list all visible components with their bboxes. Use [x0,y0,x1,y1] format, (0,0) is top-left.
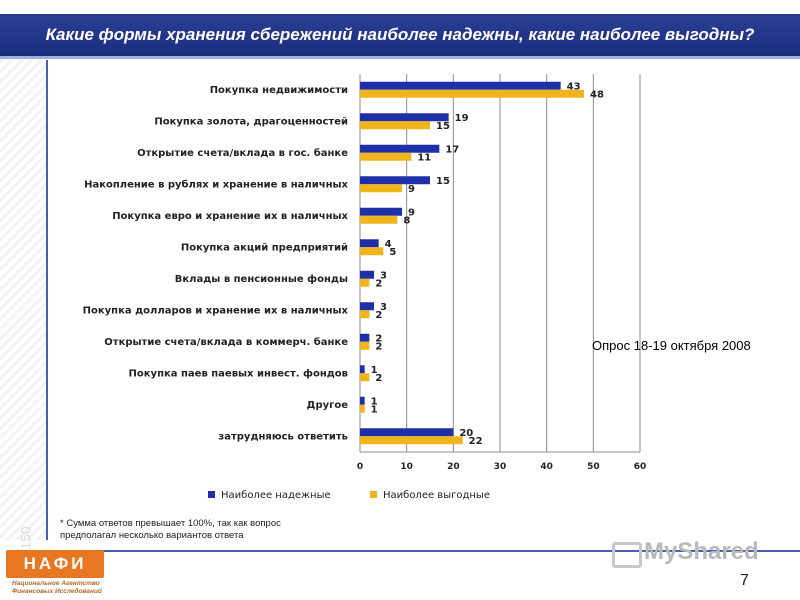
bar-s1-10 [360,396,365,405]
legend-swatch-2 [370,491,377,498]
x-tick-label-3: 30 [494,462,507,472]
data-label-s2-6: 2 [375,278,382,289]
decorative-left-strip: 150 [0,60,48,550]
data-label-s1-2: 17 [445,144,459,155]
data-label-s2-4: 8 [403,215,410,226]
data-label-s2-3: 9 [408,184,415,195]
data-label-s2-0: 48 [590,89,604,100]
x-tick-label-0: 0 [357,462,363,472]
bar-s1-3 [360,176,430,185]
data-label-s1-8: 2 [375,333,382,344]
data-label-s1-3: 15 [436,176,450,187]
bar-s2-2 [360,152,412,161]
category-label-1: Покупка золота, драгоценностей [154,116,348,127]
page-number: 7 [740,572,749,589]
data-label-s1-10: 1 [371,396,378,407]
bar-s2-3 [360,184,402,193]
category-label-4: Покупка евро и хранение их в наличных [112,211,348,222]
bar-s2-6 [360,278,370,287]
logo-mark: НАФИ [6,550,104,578]
bar-s2-4 [360,215,398,224]
footnote-line-2: предполагал несколько вариантов ответа [60,530,244,541]
bar-s2-8 [360,341,370,350]
category-label-9: Покупка паев паевых инвест. фондов [129,367,348,379]
footnote-line-1: * Сумма ответов превышает 100%, так как … [60,518,281,529]
bar-s1-1 [360,113,449,122]
data-label-s2-2: 11 [417,152,431,163]
data-label-s2-5: 5 [389,247,396,258]
legend-swatch-1 [208,491,215,498]
survey-date-note: Опрос 18-19 октября 2008 [592,338,751,353]
x-tick-label-1: 10 [400,462,413,472]
nafi-logo: НАФИ Национальное Агентство Финансовых И… [6,550,106,598]
category-label-2: Открытие счета/вклада в гос. банке [137,147,348,159]
data-label-s1-1: 19 [455,113,469,124]
bar-s1-0 [360,81,561,90]
bottom-divider [46,550,800,552]
category-label-5: Покупка акций предприятий [181,242,348,253]
watermark-text: MyShared [644,538,759,565]
bar-s2-7 [360,310,370,319]
bar-s2-10 [360,404,365,413]
bar-s2-9 [360,373,370,382]
bar-s1-6 [360,270,374,279]
bar-s1-7 [360,302,374,311]
watermark-icon [612,542,642,568]
bar-s2-5 [360,247,384,256]
x-tick-label-4: 40 [540,462,553,472]
category-label-10: Другое [307,400,349,411]
bar-s2-0 [360,89,584,98]
bar-s1-8 [360,333,370,342]
data-label-s1-4: 9 [408,207,415,218]
data-label-s1-11: 20 [459,428,473,439]
category-label-6: Вклады в пенсионные фонды [175,273,348,285]
data-label-s2-10: 1 [371,404,378,415]
bar-s2-11 [360,436,463,445]
bar-s1-4 [360,207,402,216]
x-tick-label-5: 50 [587,462,600,472]
bar-s1-5 [360,239,379,248]
logo-caption-line-1: Национальное Агентство [12,580,100,587]
bar-s1-11 [360,428,454,437]
data-label-s1-5: 4 [385,239,392,250]
x-tick-label-6: 60 [634,462,647,472]
legend-label-2: Наиболее выгодные [383,490,490,501]
data-label-s2-11: 22 [469,436,483,447]
bar-s1-9 [360,365,365,374]
bar-s2-1 [360,121,430,130]
data-label-s1-6: 3 [380,270,387,281]
logo-caption: Национальное Агентство Финансовых Исслед… [12,580,104,596]
data-label-s1-9: 1 [371,365,378,376]
x-tick-label-2: 20 [447,462,460,472]
category-label-8: Открытие счета/вклада в коммерч. банке [104,336,348,348]
footnote: * Сумма ответов превышает 100%, так как … [60,518,281,542]
data-label-s2-7: 2 [375,310,382,321]
category-label-7: Покупка долларов и хранение их в наличны… [83,305,349,316]
data-label-s1-7: 3 [380,302,387,313]
legend-label-1: Наиболее надежные [221,490,331,501]
category-label-3: Накопление в рублях и хранение в наличны… [84,178,348,190]
category-label-11: затрудняюсь ответить [218,431,348,442]
category-label-0: Покупка недвижимости [210,85,348,96]
data-label-s1-0: 43 [567,81,581,92]
logo-caption-line-2: Финансовых Исследований [12,588,102,595]
data-label-s2-8: 2 [375,341,382,352]
slide-title: Какие формы хранения сбережений наиболее… [0,14,800,59]
data-label-s2-1: 15 [436,121,450,132]
bar-s1-2 [360,144,440,153]
data-label-s2-9: 2 [375,373,382,384]
